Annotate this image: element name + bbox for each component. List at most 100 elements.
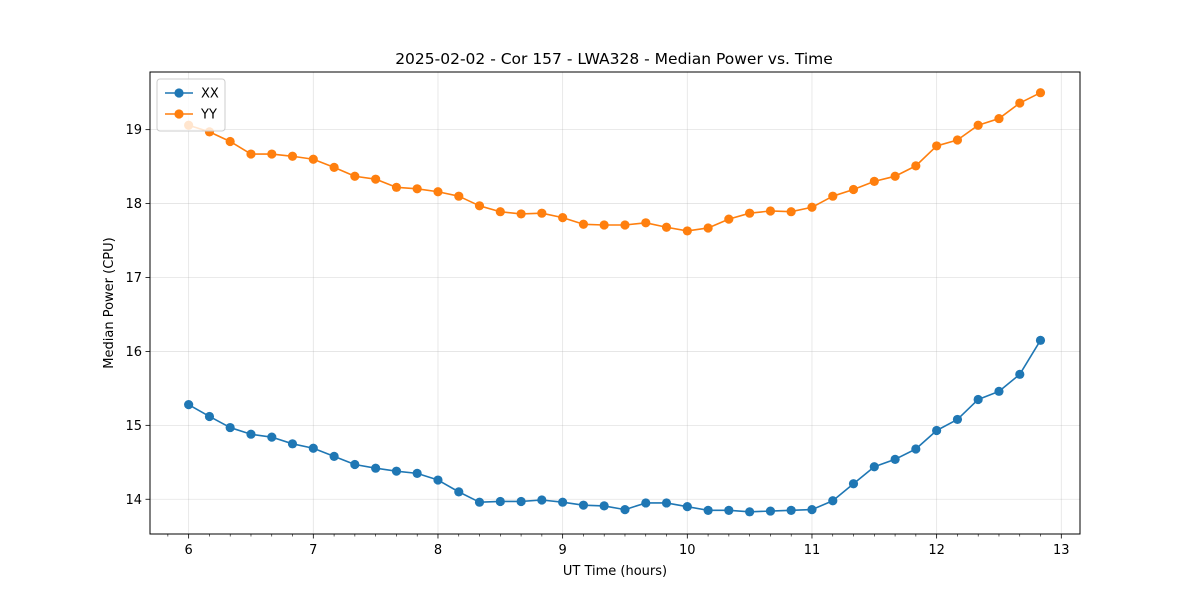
data-point [1015,369,1025,379]
data-point [890,171,900,181]
grid-lines [150,72,1080,534]
data-point [599,501,609,511]
data-point [433,187,443,197]
data-point [682,226,692,236]
x-tick-label: 9 [559,543,567,558]
legend-item-yy: YY [165,108,217,123]
x-tick-label: 6 [185,543,193,558]
data-point [474,201,485,211]
data-point [952,135,963,145]
data-point [828,191,838,201]
data-point [848,479,859,489]
data-point [308,154,318,164]
data-point [184,400,194,410]
data-point [287,439,298,449]
data-point [578,219,589,229]
chart-title: 2025-02-02 - Cor 157 - LWA328 - Median P… [395,50,833,68]
data-point [807,202,817,212]
x-tick-label: 11 [804,543,821,558]
data-point [745,507,755,517]
data-point [225,422,235,433]
data-point [703,505,713,515]
data-point [890,454,900,464]
series-xx [184,335,1046,517]
data-point [869,176,879,186]
data-point [932,141,942,151]
data-point [433,475,443,485]
data-point [786,207,796,217]
data-point [911,161,921,171]
series-layer [184,88,1046,517]
data-point [204,411,215,422]
data-point [786,505,796,515]
legend-marker [174,109,184,119]
data-point [973,120,983,130]
data-point [848,184,859,195]
data-point [267,149,277,159]
data-point [537,208,547,218]
data-point [703,223,713,233]
data-point [371,463,381,473]
data-point [641,498,651,508]
data-point [329,451,339,461]
y-tick-label: 16 [125,345,142,360]
data-point [620,220,630,230]
data-point [1035,335,1046,345]
x-tick-label: 7 [309,543,317,558]
data-point [911,444,921,454]
data-point [225,136,235,147]
data-point [578,500,589,510]
data-point [371,174,381,184]
plot-frame [149,71,1081,535]
y-axis: 14 15 16 17 18 19 [125,123,150,508]
y-axis-label: Median Power (CPU) [102,237,117,368]
data-point [391,182,402,192]
y-tick-label: 18 [125,197,142,212]
data-point [287,151,298,161]
x-axis: 6 7 8 9 10 11 12 13 [167,534,1070,558]
data-point [267,432,277,442]
legend: XX YY [156,78,226,132]
data-point [412,184,422,194]
data-point [661,222,672,232]
data-point [558,497,568,507]
data-point [1035,88,1046,98]
y-tick-label: 19 [125,123,142,138]
data-point [246,149,256,159]
data-point [620,505,630,515]
data-point [828,496,838,506]
x-axis-label: UT Time (hours) [563,564,667,579]
data-point [516,496,526,507]
y-tick-label: 14 [125,493,142,508]
data-point [661,498,672,508]
data-point [724,214,734,224]
data-point [994,113,1004,124]
data-point [350,171,360,181]
x-tick-label: 12 [928,543,945,558]
data-point [932,425,942,436]
data-point [454,487,464,497]
data-point [745,208,755,218]
data-point [329,162,339,172]
data-point [724,505,734,515]
data-point [495,207,505,217]
data-point [682,502,692,512]
data-point [641,218,651,228]
data-point [765,206,776,216]
x-tick-label: 8 [434,543,442,558]
data-point [869,462,879,472]
data-point [1015,98,1025,108]
data-point [537,495,547,505]
data-point [973,394,983,405]
data-point [391,466,402,476]
y-tick-label: 15 [125,419,142,434]
data-point [765,506,776,516]
data-point [412,468,422,478]
legend-label: XX [201,87,219,102]
data-point [350,459,360,470]
legend-label: YY [200,108,217,123]
data-point [558,213,568,223]
data-point [807,505,817,515]
legend-item-xx: XX [165,87,219,102]
data-point [454,191,464,201]
